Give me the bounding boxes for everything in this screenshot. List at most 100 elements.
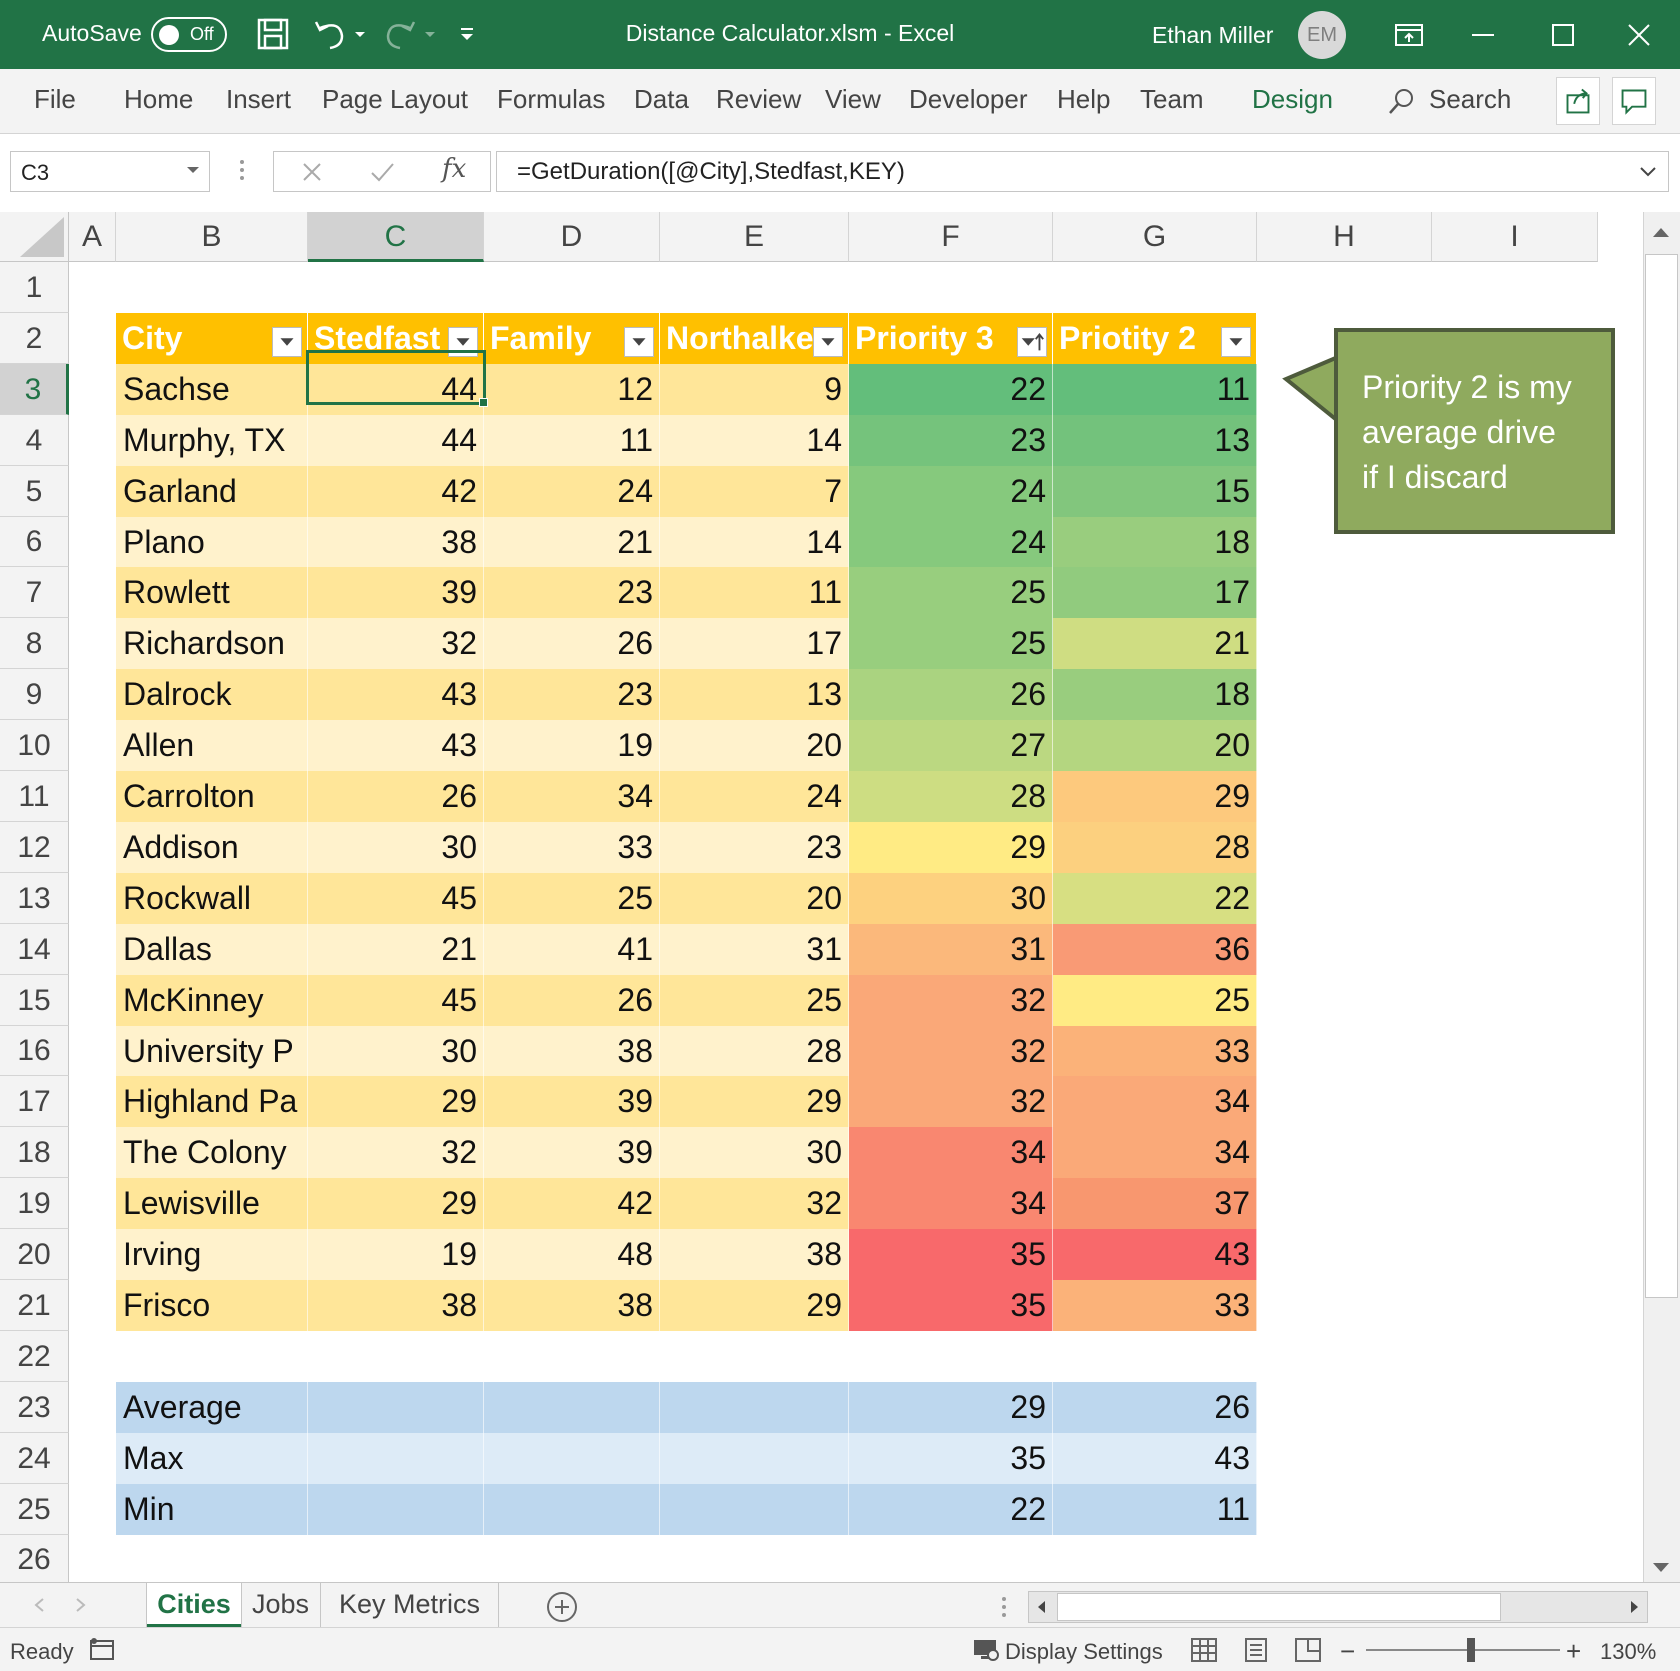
summary-value-cell[interactable]: 29 [849, 1382, 1053, 1433]
value-cell[interactable]: 37 [1053, 1178, 1257, 1229]
column-header-i[interactable]: I [1432, 212, 1598, 262]
summary-empty-cell[interactable] [660, 1484, 849, 1535]
city-cell[interactable]: Lewisville [116, 1178, 308, 1229]
value-cell[interactable]: 14 [660, 517, 849, 567]
callout-text[interactable]: Priority 2 is my average drive if I disc… [1362, 365, 1602, 500]
value-cell[interactable]: 30 [308, 1026, 484, 1076]
share-icon[interactable] [1556, 77, 1600, 125]
redo-icon[interactable] [380, 14, 420, 54]
value-cell[interactable]: 44 [308, 364, 484, 415]
row-header-25[interactable]: 25 [0, 1484, 69, 1535]
row-header-24[interactable]: 24 [0, 1433, 69, 1484]
value-cell[interactable]: 38 [308, 1280, 484, 1331]
value-cell[interactable]: 26 [484, 975, 660, 1026]
city-cell[interactable]: Carrolton [116, 771, 308, 822]
tab-view[interactable]: View [825, 84, 881, 114]
sheet-tab-cities[interactable]: Cities [147, 1583, 241, 1627]
summary-empty-cell[interactable] [660, 1382, 849, 1433]
zoom-level[interactable]: 130% [1600, 1639, 1657, 1664]
value-cell[interactable]: 20 [660, 720, 849, 771]
summary-value-cell[interactable]: 43 [1053, 1433, 1257, 1484]
value-cell[interactable]: 25 [484, 873, 660, 924]
value-cell[interactable]: 20 [660, 873, 849, 924]
city-cell[interactable]: Dallas [116, 924, 308, 975]
city-cell[interactable]: Allen [116, 720, 308, 771]
name-box[interactable]: C3 [10, 151, 210, 192]
value-cell[interactable]: 38 [660, 1229, 849, 1280]
display-settings-icon[interactable] [972, 1637, 1000, 1663]
value-cell[interactable]: 42 [308, 466, 484, 517]
column-header-e[interactable]: E [660, 212, 849, 262]
row-header-10[interactable]: 10 [0, 720, 69, 771]
value-cell[interactable]: 35 [849, 1229, 1053, 1280]
value-cell[interactable]: 34 [849, 1127, 1053, 1178]
zoom-in-button[interactable]: + [1566, 1636, 1582, 1666]
tab-file[interactable]: File [34, 84, 76, 114]
tab-design[interactable]: Design [1252, 84, 1333, 114]
value-cell[interactable]: 32 [849, 1026, 1053, 1076]
maximize-icon[interactable] [1544, 16, 1582, 54]
avatar[interactable]: EM [1298, 11, 1346, 59]
city-cell[interactable]: Addison [116, 822, 308, 873]
value-cell[interactable]: 25 [849, 567, 1053, 618]
summary-value-cell[interactable]: 22 [849, 1484, 1053, 1535]
name-box-dropdown-icon[interactable] [185, 162, 201, 178]
horizontal-scroll-thumb[interactable] [1057, 1593, 1501, 1621]
active-cell-c3[interactable] [306, 350, 486, 405]
value-cell[interactable]: 28 [1053, 822, 1257, 873]
value-cell[interactable]: 26 [849, 669, 1053, 720]
macro-recording-icon[interactable] [88, 1637, 116, 1663]
row-header-21[interactable]: 21 [0, 1280, 69, 1331]
city-cell[interactable]: Plano [116, 517, 308, 567]
column-header-b[interactable]: B [116, 212, 308, 262]
value-cell[interactable]: 43 [1053, 1229, 1257, 1280]
tab-review[interactable]: Review [716, 84, 802, 114]
summary-empty-cell[interactable] [660, 1433, 849, 1484]
value-cell[interactable]: 43 [308, 720, 484, 771]
row-header-16[interactable]: 16 [0, 1026, 69, 1076]
value-cell[interactable]: 19 [484, 720, 660, 771]
row-header-9[interactable]: 9 [0, 669, 69, 720]
value-cell[interactable]: 45 [308, 975, 484, 1026]
value-cell[interactable]: 26 [308, 771, 484, 822]
filter-dropdown-icon[interactable] [1221, 327, 1251, 357]
value-cell[interactable]: 17 [660, 618, 849, 669]
formula-input[interactable]: =GetDuration([@City],Stedfast,KEY) [496, 151, 1669, 192]
sheet-tab-key-metrics[interactable]: Key Metrics [321, 1583, 499, 1627]
row-header-6[interactable]: 6 [0, 517, 69, 567]
row-header-17[interactable]: 17 [0, 1076, 69, 1127]
value-cell[interactable]: 32 [660, 1178, 849, 1229]
cancel-icon[interactable] [296, 156, 328, 188]
value-cell[interactable]: 18 [1053, 517, 1257, 567]
city-cell[interactable]: Garland [116, 466, 308, 517]
value-cell[interactable]: 28 [660, 1026, 849, 1076]
row-header-4[interactable]: 4 [0, 415, 69, 466]
row-header-23[interactable]: 23 [0, 1382, 69, 1433]
next-sheet-icon[interactable] [70, 1595, 90, 1615]
value-cell[interactable]: 30 [308, 822, 484, 873]
summary-value-cell[interactable]: 11 [1053, 1484, 1257, 1535]
value-cell[interactable]: 29 [1053, 771, 1257, 822]
user-name[interactable]: Ethan Miller [1152, 22, 1274, 48]
value-cell[interactable]: 28 [849, 771, 1053, 822]
value-cell[interactable]: 42 [484, 1178, 660, 1229]
city-cell[interactable]: Irving [116, 1229, 308, 1280]
row-header-15[interactable]: 15 [0, 975, 69, 1026]
value-cell[interactable]: 48 [484, 1229, 660, 1280]
value-cell[interactable]: 29 [308, 1178, 484, 1229]
page-layout-view-icon[interactable] [1242, 1637, 1270, 1663]
row-header-20[interactable]: 20 [0, 1229, 69, 1280]
value-cell[interactable]: 43 [308, 669, 484, 720]
minimize-icon[interactable] [1464, 16, 1502, 54]
row-header-7[interactable]: 7 [0, 567, 69, 618]
row-header-19[interactable]: 19 [0, 1178, 69, 1229]
value-cell[interactable]: 35 [849, 1280, 1053, 1331]
scroll-left-icon[interactable] [1033, 1598, 1051, 1616]
row-header-22[interactable]: 22 [0, 1331, 69, 1382]
city-cell[interactable]: McKinney [116, 975, 308, 1026]
city-cell[interactable]: Rowlett [116, 567, 308, 618]
customize-toolbar-icon[interactable] [458, 14, 476, 54]
search-icon[interactable] [1386, 86, 1416, 118]
city-cell[interactable]: Richardson [116, 618, 308, 669]
column-header-g[interactable]: G [1053, 212, 1257, 262]
